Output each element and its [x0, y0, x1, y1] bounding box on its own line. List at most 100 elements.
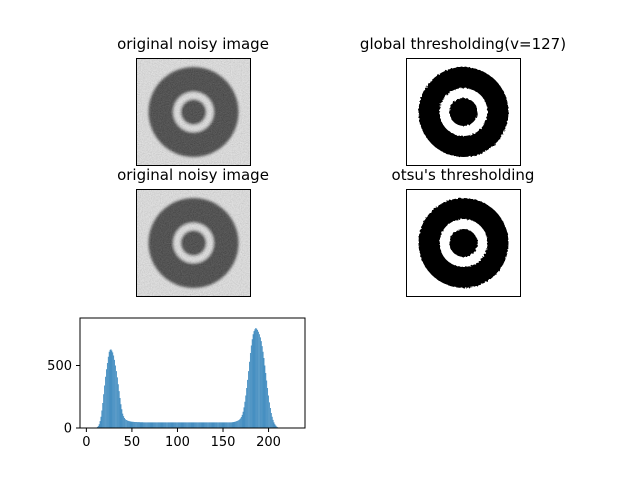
histogram-bar: [155, 422, 156, 428]
global-threshold-image-canvas: [407, 59, 520, 165]
histogram-bar: [106, 363, 108, 428]
panel-title-noisy-1: original noisy image: [117, 35, 269, 53]
panel-title-global-threshold: global thresholding(v=127): [359, 35, 567, 53]
histogram-bar: [219, 422, 220, 428]
histogram-bar: [267, 388, 269, 428]
histogram-bar: [249, 361, 250, 428]
histogram-bar: [262, 351, 264, 428]
histogram-bar: [150, 422, 152, 428]
histogram-bar: [207, 422, 208, 428]
histogram-bar: [197, 422, 198, 428]
histogram-bar: [175, 422, 177, 428]
histogram-bar: [256, 328, 258, 428]
histogram-bar: [214, 422, 216, 428]
histogram-bar: [218, 422, 219, 428]
histogram-bar: [244, 401, 246, 428]
histogram-bar: [127, 420, 128, 428]
histogram-bar: [239, 418, 241, 428]
histogram-bar: [178, 422, 180, 428]
histogram-axes-frame: [79, 317, 306, 429]
histogram-bar: [241, 414, 243, 428]
histogram-bar: [156, 422, 157, 428]
panel-title-otsu: otsu's thresholding: [391, 166, 535, 184]
histogram-bar: [215, 422, 217, 428]
histogram-bar: [231, 422, 233, 428]
histogram-bar: [144, 422, 146, 428]
histogram-bar: [103, 394, 105, 428]
y-tick-label: 500: [47, 359, 72, 374]
histogram-bar: [119, 398, 121, 428]
histogram-bar: [243, 407, 245, 428]
histogram-bar: [246, 388, 248, 428]
histogram-bar: [188, 422, 190, 428]
histogram-bar: [212, 422, 214, 428]
histogram-bar: [117, 384, 119, 428]
histogram-bar: [152, 422, 154, 428]
histogram-bar: [239, 419, 240, 428]
histogram-bar: [134, 422, 136, 428]
histogram-bar: [232, 422, 234, 428]
histogram-bar: [181, 422, 183, 428]
histogram-bar: [209, 422, 211, 428]
noisy-image-1-canvas: [137, 59, 250, 165]
histogram-bar: [247, 379, 248, 428]
x-tick-label: 150: [211, 435, 236, 450]
histogram-bar: [270, 408, 271, 428]
histogram-bar: [249, 353, 251, 428]
histogram-bars: [95, 328, 292, 428]
histogram-bar: [185, 422, 187, 428]
histogram-bar: [187, 422, 188, 428]
center-dot: [449, 98, 478, 126]
histogram-bar: [200, 422, 202, 428]
histogram-bar: [230, 422, 232, 428]
histogram-bar: [222, 422, 224, 428]
histogram-bar: [165, 422, 166, 428]
histogram-bar: [127, 420, 129, 428]
histogram-bar: [261, 346, 263, 428]
histogram-bar: [105, 376, 106, 428]
histogram-bar: [275, 425, 277, 428]
noisy-image-2: [136, 189, 251, 297]
histogram-bar: [135, 422, 136, 428]
noise-layer: [137, 190, 250, 296]
histogram-bar: [273, 422, 275, 428]
histogram-bar: [274, 424, 276, 428]
histogram-bar: [99, 421, 101, 428]
histogram-bar: [220, 422, 222, 428]
histogram-bar: [205, 422, 207, 428]
histogram-bar: [235, 421, 237, 428]
histogram-bar: [102, 403, 104, 428]
histogram-bar: [128, 421, 130, 428]
histogram-bar: [148, 422, 150, 428]
histogram-bar: [160, 422, 162, 428]
histogram-bar: [204, 422, 206, 428]
otsu-threshold-image-canvas: [407, 190, 520, 296]
histogram-bar: [142, 422, 144, 428]
otsu-threshold-image: [406, 189, 521, 297]
histogram-bar: [217, 422, 218, 428]
histogram-bar: [252, 334, 254, 428]
histogram-bar: [107, 356, 109, 428]
histogram-bar: [154, 422, 156, 428]
histogram-bar: [158, 422, 160, 428]
histogram-bar: [111, 350, 113, 428]
global-threshold-image: [406, 58, 521, 166]
histogram-bar: [259, 334, 260, 428]
histogram-bar: [147, 422, 149, 428]
histogram-bar: [137, 422, 138, 428]
noisy-image-1: [136, 58, 251, 166]
histogram-bar: [167, 422, 169, 428]
histogram-bar: [258, 331, 259, 428]
histogram-bar: [208, 422, 210, 428]
histogram-bar: [120, 404, 122, 428]
histogram-bar: [191, 422, 193, 428]
histogram-bar: [112, 352, 114, 428]
histogram-bar: [227, 422, 228, 428]
histogram-bar: [265, 373, 267, 428]
histogram-bar: [162, 422, 164, 428]
histogram-bar: [210, 422, 212, 428]
histogram-bar: [174, 422, 176, 428]
histogram-bar: [140, 422, 142, 428]
histogram-bar: [122, 413, 124, 428]
histogram-bar: [176, 422, 177, 428]
